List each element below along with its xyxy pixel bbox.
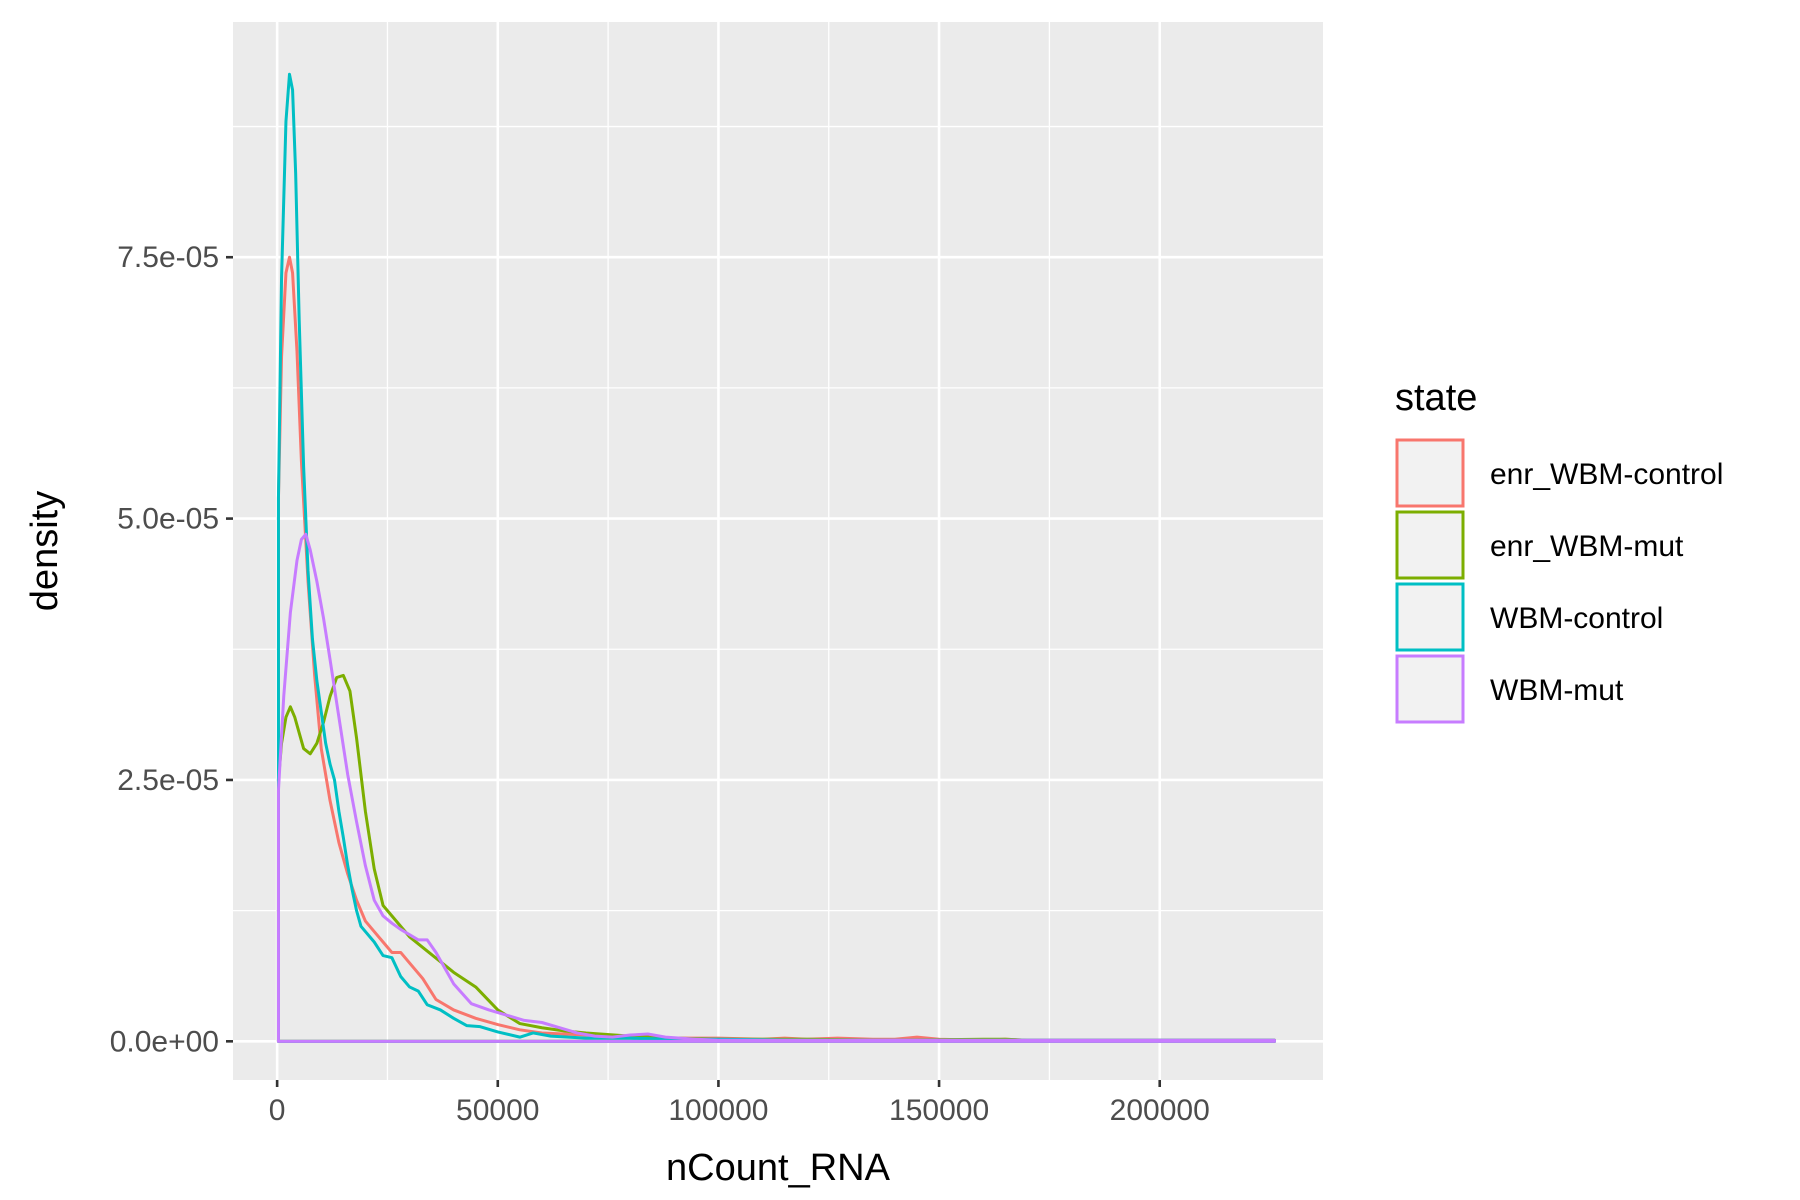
y-tick-label: 0.0e+00	[110, 1025, 219, 1058]
legend-label-WBM-control: WBM-control	[1490, 602, 1663, 635]
x-tick-label: 50000	[456, 1094, 539, 1127]
plot-panel	[233, 22, 1323, 1080]
legend-label-WBM-mut: WBM-mut	[1490, 674, 1624, 707]
legend-key-WBM-control	[1395, 582, 1465, 652]
legend-title: state	[1395, 377, 1477, 419]
x-tick-label: 150000	[889, 1094, 989, 1127]
density-curve-WBM-control	[276, 72, 1276, 1043]
y-tick-label: 7.5e-05	[117, 241, 219, 274]
minor-gridlines	[233, 22, 1323, 1080]
x-tick-label: 200000	[1110, 1094, 1210, 1127]
legend-key-WBM-mut	[1395, 654, 1465, 724]
legend: state enr_WBM-control enr_WBM-mut WBM-cont…	[1395, 377, 1723, 724]
x-axis: 0 50000 100000 150000 200000	[269, 1080, 1210, 1127]
legend-label-enr_WBM-mut: enr_WBM-mut	[1490, 530, 1684, 563]
y-tick-label: 5.0e-05	[117, 503, 219, 536]
y-tick-label: 2.5e-05	[117, 764, 219, 797]
x-tick-label: 100000	[668, 1094, 768, 1127]
density-curves	[276, 72, 1276, 1043]
x-axis-title: nCount_RNA	[666, 1147, 891, 1189]
y-axis: 0.0e+00 2.5e-05 5.0e-05 7.5e-05	[110, 241, 233, 1058]
legend-label-enr_WBM-control: enr_WBM-control	[1490, 458, 1723, 491]
density-curve-WBM-mut	[276, 532, 1276, 1043]
x-tick-label: 0	[269, 1094, 286, 1127]
legend-key-enr_WBM-mut	[1395, 510, 1465, 580]
y-axis-title: density	[24, 491, 66, 611]
legend-key-enr_WBM-control	[1395, 438, 1465, 508]
